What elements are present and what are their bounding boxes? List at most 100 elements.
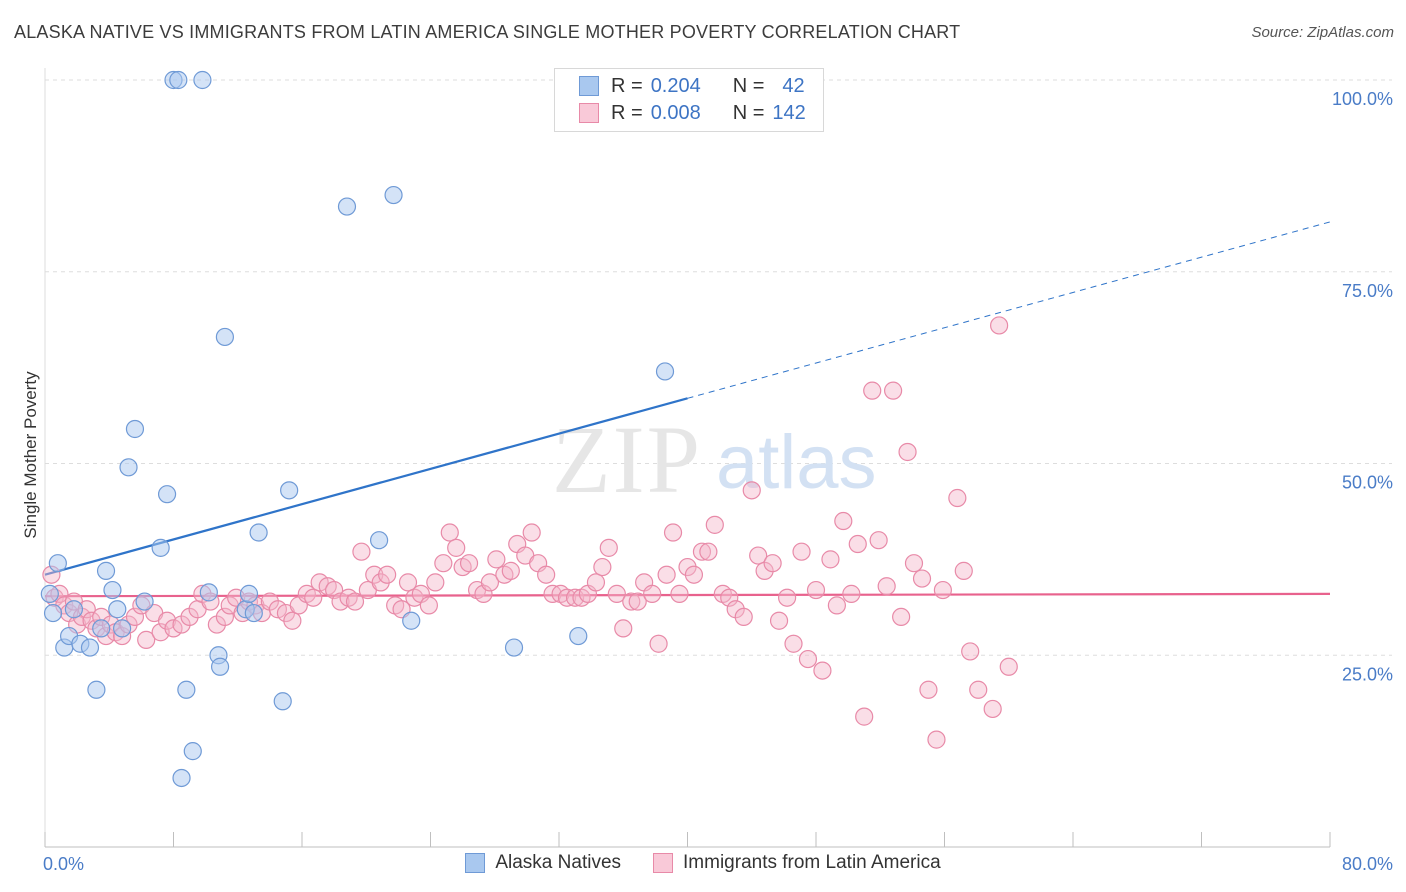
point-immigrants <box>855 707 874 726</box>
legend-r-label: R = <box>611 101 643 124</box>
point-immigrants <box>419 596 438 615</box>
point-alaska <box>40 584 59 603</box>
point-alaska <box>151 538 170 557</box>
legend-row-alaska: R = 0.204 N = 42 <box>579 73 805 99</box>
point-alaska <box>239 584 259 603</box>
legend-n-label: N = <box>732 101 765 124</box>
point-immigrants <box>919 680 938 699</box>
point-immigrants <box>792 542 811 561</box>
chart-title: ALASKA NATIVE VS IMMIGRANTS FROM LATIN A… <box>14 22 961 42</box>
point-alaska <box>210 657 230 676</box>
point-alaska <box>384 185 403 205</box>
point-immigrants <box>777 588 797 607</box>
x-tick-label-min: 0.0% <box>43 854 84 874</box>
point-immigrants <box>622 592 641 611</box>
legend-item-immigrants: Immigrants from Latin America <box>653 852 941 874</box>
point-immigrants <box>670 584 689 603</box>
point-immigrants <box>447 538 466 557</box>
point-immigrants <box>434 554 453 573</box>
point-immigrants <box>842 584 861 603</box>
point-immigrants <box>877 577 896 596</box>
point-immigrants <box>501 561 520 580</box>
point-immigrants <box>948 488 967 508</box>
point-immigrants <box>593 557 612 577</box>
point-immigrants <box>692 542 712 561</box>
point-immigrants <box>742 481 761 500</box>
point-immigrants <box>378 565 397 584</box>
legend-swatch-pink <box>653 853 674 873</box>
point-immigrants <box>813 661 832 680</box>
point-immigrants <box>927 730 946 749</box>
point-immigrants <box>821 550 840 569</box>
point-immigrants <box>459 554 479 573</box>
point-immigrants <box>325 580 344 600</box>
point-immigrants <box>883 381 903 400</box>
point-alaska <box>273 692 292 711</box>
point-immigrants <box>304 588 323 607</box>
point-immigrants <box>863 381 882 400</box>
y-tick-label: 25.0% <box>1342 664 1393 684</box>
point-immigrants <box>898 442 917 462</box>
point-immigrants <box>904 554 924 573</box>
point-alaska <box>125 419 145 439</box>
point-immigrants <box>990 316 1009 335</box>
point-immigrants <box>599 538 618 557</box>
point-alaska <box>569 626 588 646</box>
trend-line-alaska-extension <box>687 221 1331 399</box>
point-alaska <box>87 680 106 699</box>
point-alaska <box>112 619 132 638</box>
point-immigrants <box>892 607 911 627</box>
point-alaska <box>504 638 524 657</box>
point-alaska <box>280 481 299 500</box>
point-immigrants <box>522 523 541 542</box>
point-alaska <box>92 619 111 638</box>
y-tick-label: 50.0% <box>1342 473 1393 493</box>
point-immigrants <box>657 565 676 584</box>
point-alaska <box>183 742 202 761</box>
point-immigrants <box>999 657 1018 676</box>
point-immigrants <box>784 634 803 653</box>
point-alaska <box>337 197 357 216</box>
point-immigrants <box>345 592 365 611</box>
point-immigrants <box>827 596 846 615</box>
point-alaska <box>172 768 191 788</box>
point-immigrants <box>705 515 724 534</box>
point-alaska <box>199 583 218 602</box>
legend-r-value: 0.204 <box>650 74 701 97</box>
point-immigrants <box>614 619 633 638</box>
legend-swatch-blue <box>465 853 486 873</box>
watermark-atlas: atlas <box>716 420 877 505</box>
point-alaska <box>119 458 138 477</box>
point-immigrants <box>834 511 853 531</box>
point-alaska <box>370 531 389 550</box>
point-alaska <box>249 523 268 542</box>
gridlines <box>45 79 1392 656</box>
point-immigrants <box>663 523 683 542</box>
point-alaska <box>80 638 100 657</box>
point-alaska <box>169 70 188 90</box>
point-alaska <box>215 327 234 347</box>
y-tick-label: 100.0% <box>1332 89 1393 109</box>
legend-row-immigrants: R = 0.008 N = 142 <box>579 100 806 126</box>
legend-n-value: 42 <box>782 74 805 97</box>
legend-r-value: 0.008 <box>650 101 701 124</box>
point-alaska <box>43 603 63 623</box>
series-alaska-points <box>40 70 675 788</box>
series-legend: Alaska Natives Immigrants from Latin Ame… <box>0 852 1406 874</box>
correlation-legend: R = 0.204 N = 42 R = 0.008 N = 142 <box>554 68 824 132</box>
point-immigrants <box>607 584 626 603</box>
point-immigrants <box>215 607 234 627</box>
point-immigrants <box>474 584 493 603</box>
point-immigrants <box>806 580 826 600</box>
point-immigrants <box>848 534 867 554</box>
point-immigrants <box>954 561 973 580</box>
point-immigrants <box>643 584 662 603</box>
point-immigrants <box>763 554 782 573</box>
point-alaska <box>103 580 122 600</box>
legend-label-immigrants: Immigrants from Latin America <box>683 852 941 873</box>
point-immigrants <box>586 573 606 592</box>
point-immigrants <box>983 699 1002 719</box>
legend-n-label: N = <box>732 74 765 97</box>
point-immigrants <box>684 565 704 584</box>
point-alaska <box>64 600 84 619</box>
